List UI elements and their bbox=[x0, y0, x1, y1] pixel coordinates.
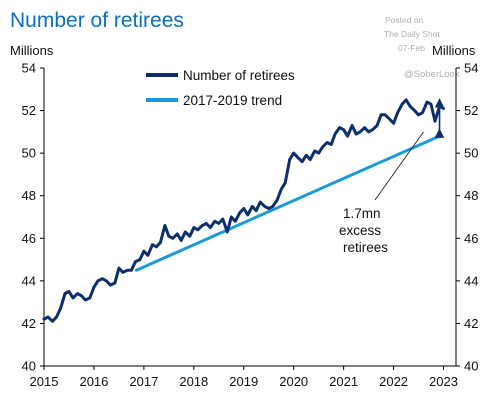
y-tick-label-right: 52 bbox=[464, 103, 478, 118]
x-tick-label: 2019 bbox=[229, 374, 258, 389]
legend-label-trend: 2017-2019 trend bbox=[183, 93, 282, 108]
y-axis-unit-right: Millions bbox=[432, 43, 476, 58]
annotation-pointer bbox=[374, 131, 424, 201]
annotation-line-1: 1.7mn bbox=[343, 206, 381, 221]
watermark-line-2: The Daily Shot bbox=[384, 29, 440, 39]
y-tick-label-right: 54 bbox=[464, 61, 478, 76]
y-tick-label-right: 40 bbox=[464, 359, 478, 374]
x-tick-label: 2016 bbox=[79, 374, 108, 389]
series-layer bbox=[42, 98, 445, 323]
y-tick-label-right: 44 bbox=[464, 273, 478, 288]
y-tick-label-right: 46 bbox=[464, 231, 478, 246]
y-tick-label-left: 42 bbox=[22, 316, 36, 331]
y-axis-right: 40 42 44 46 48 50 52 54 bbox=[456, 61, 478, 374]
x-tick-label: 2021 bbox=[329, 374, 358, 389]
chart-title: Number of retirees bbox=[10, 9, 184, 32]
y-tick-label-left: 54 bbox=[22, 61, 36, 76]
y-tick-label-left: 40 bbox=[22, 359, 36, 374]
y-axis-left: 40 42 44 46 48 50 52 54 bbox=[22, 61, 44, 374]
y-tick-label-right: 48 bbox=[464, 188, 478, 203]
y-tick-label-left: 48 bbox=[22, 188, 36, 203]
annotation-line-2: excess bbox=[339, 223, 381, 238]
annotation-line-3: retirees bbox=[343, 240, 388, 255]
x-tick-label: 2020 bbox=[279, 374, 308, 389]
watermark-line-1: Posted on bbox=[385, 15, 424, 25]
y-tick-label-left: 44 bbox=[22, 273, 36, 288]
x-tick-label: 2023 bbox=[429, 374, 458, 389]
watermark-line-3: 07-Feb bbox=[398, 43, 425, 53]
y-axis-unit-left: Millions bbox=[10, 43, 54, 58]
x-tick-label: 2018 bbox=[179, 374, 208, 389]
y-tick-label-left: 46 bbox=[22, 231, 36, 246]
x-axis: 2015 2016 2017 2018 2019 2020 2021 2022 2023 bbox=[30, 366, 458, 389]
series-line-trend bbox=[134, 134, 441, 272]
legend: Number of retirees 2017-2019 trend bbox=[146, 68, 295, 108]
watermark-handle: @SoberLook bbox=[404, 69, 460, 80]
y-tick-label-left: 52 bbox=[22, 103, 36, 118]
x-tick-label: 2015 bbox=[30, 374, 59, 389]
watermark: Posted on The Daily Shot 07-Feb @SoberLo… bbox=[384, 15, 460, 80]
y-tick-label-right: 50 bbox=[464, 146, 478, 161]
y-tick-label-right: 42 bbox=[464, 316, 478, 331]
x-tick-label: 2017 bbox=[129, 374, 158, 389]
annotation: 1.7mn excess retirees bbox=[339, 131, 424, 255]
series-line-number-of-retirees bbox=[42, 98, 445, 323]
plot-frame bbox=[43, 68, 457, 367]
legend-label-number-of-retirees: Number of retirees bbox=[183, 68, 295, 83]
x-tick-label: 2022 bbox=[379, 374, 408, 389]
y-tick-label-left: 50 bbox=[22, 146, 36, 161]
